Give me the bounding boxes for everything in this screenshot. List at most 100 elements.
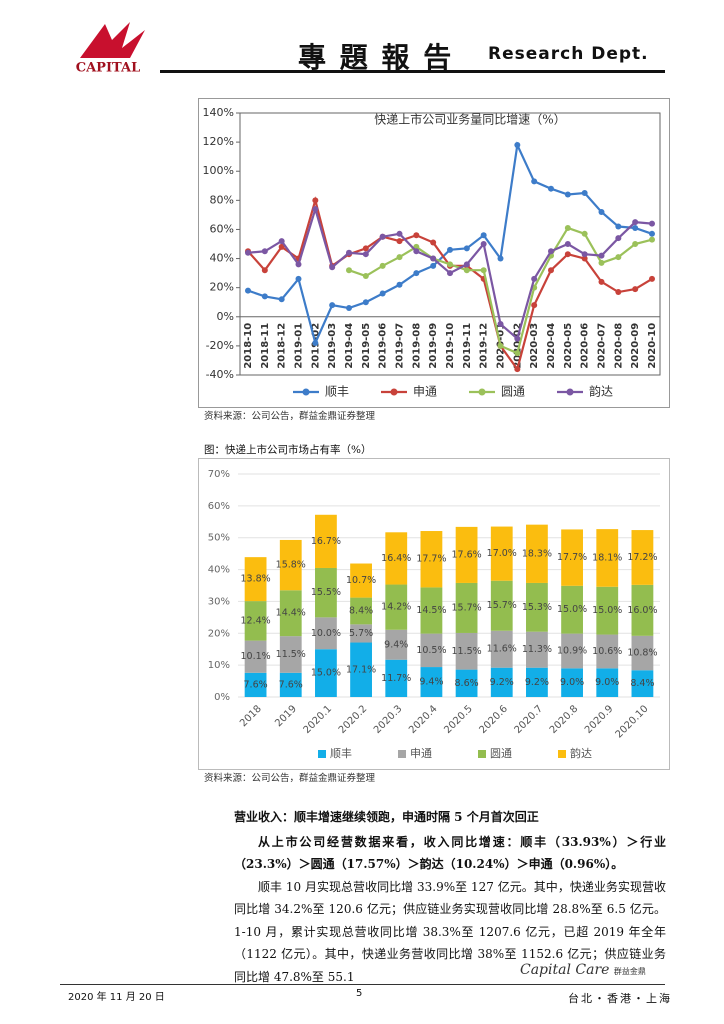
data-label: 15.3% (522, 602, 552, 613)
x-tick-label: 2020.3 (372, 703, 405, 736)
footer-cities: 台北・香港・上海 (568, 992, 672, 1005)
bar-segment (315, 617, 337, 650)
x-tick-label: 2020-05 (563, 323, 574, 369)
x-tick-label: 2020-03 (529, 323, 540, 369)
point (447, 261, 453, 268)
data-label: 9.2% (525, 677, 549, 688)
legend-label: 圆通 (490, 747, 512, 760)
x-tick-label: 2019-03 (327, 323, 338, 369)
point (362, 245, 369, 252)
point (346, 305, 352, 312)
line-chart: -40% -20% 0% 20% 40% 60% 80% 100% 120% 140% 2018-1… (198, 98, 670, 408)
point (447, 246, 453, 253)
point (312, 197, 319, 204)
figure-caption: 图：快递上市公司市场占有率（%） (204, 444, 372, 456)
data-label: 10.0% (311, 628, 341, 639)
legend-swatch (398, 750, 406, 758)
data-label: 11.7% (381, 673, 411, 684)
point (396, 281, 403, 288)
point (632, 241, 639, 247)
header-title: 專 題 報 告 (298, 41, 454, 74)
point (463, 245, 470, 252)
point (632, 219, 639, 226)
legend-label: 申通 (410, 747, 432, 760)
chart-frame (198, 458, 670, 770)
bar-segment (631, 670, 654, 697)
point (531, 178, 538, 185)
point (329, 302, 336, 309)
data-label: 11.3% (522, 644, 552, 655)
source-note: 资料来源：公司公告，群益金鼎证券整理 (204, 773, 376, 784)
point (396, 238, 403, 245)
data-label: 17.0% (487, 548, 517, 559)
point (430, 255, 437, 262)
x-tick-label: 2019-10 (445, 323, 456, 369)
bar-segment (455, 632, 478, 670)
legend-label: 顺丰 (330, 747, 352, 760)
y-tick-label: 80% (210, 193, 234, 206)
point (245, 249, 251, 256)
bar-segment (596, 529, 619, 587)
x-tick-label: 2020.9 (583, 703, 616, 736)
point (564, 191, 571, 198)
point (497, 255, 504, 262)
legend-label: 申通 (413, 385, 437, 399)
data-label: 17.7% (416, 554, 446, 565)
point (514, 142, 521, 149)
point (480, 241, 487, 247)
bar-segment (561, 529, 583, 586)
data-label: 9.4% (384, 639, 408, 650)
data-label: 16.0% (627, 605, 657, 616)
point (632, 286, 639, 293)
point (497, 321, 504, 328)
point (362, 299, 369, 306)
point (615, 235, 622, 242)
paragraph: 顺丰 10 月实现总营收同比增 33.9%至 127 亿元。其中，快递业务实现营… (234, 879, 666, 984)
point (480, 267, 487, 274)
data-label: 15.7% (451, 602, 481, 613)
x-tick-label: 2020.2 (337, 703, 370, 736)
x-tick-label: 2019-09 (428, 323, 439, 369)
bar-segment (315, 649, 337, 697)
bar-segment (244, 601, 267, 641)
legend-marker (302, 388, 310, 396)
legend-marker (566, 388, 574, 396)
bar-segment (526, 667, 548, 697)
data-label: 17.1% (346, 664, 376, 675)
bar-segment (455, 582, 478, 633)
bar-segment (279, 672, 302, 697)
bar-segment (279, 590, 302, 637)
point (261, 293, 268, 300)
x-tick-label: 2018-12 (277, 323, 288, 369)
source-note: 资料来源：公司公告，群益金鼎证券整理 (204, 411, 376, 422)
point (312, 339, 319, 346)
point (295, 275, 302, 282)
point (379, 262, 386, 269)
body-text: 营业收入：顺丰增速继续领跑，申通时隔 5 个月首次回正 从上市公司经营数据来看，… (234, 806, 666, 988)
x-tick-label: 2019-11 (462, 323, 473, 369)
logo: CAPITAL (76, 22, 145, 76)
data-label: 9.0% (560, 677, 584, 688)
bar-segment (350, 563, 372, 598)
data-label: 15.8% (276, 560, 306, 571)
point (413, 232, 420, 239)
section-heading: 营业收入：顺丰增速继续领跑，申通时隔 5 个月首次回正 (234, 810, 539, 824)
point (430, 239, 437, 246)
data-label: 7.6% (244, 679, 268, 690)
point (649, 230, 655, 237)
stacked-bar-chart: 0% 10% 20% 30% 40% 50% 60% 70% 7.6% 10.1% 12.4% 13.… (198, 458, 670, 770)
legend-label: 顺丰 (325, 385, 349, 399)
y-tick-label: 70% (208, 469, 230, 480)
x-tick-label: 2020.4 (407, 703, 440, 736)
bar-segment (490, 630, 513, 668)
data-label: 15.5% (311, 587, 341, 598)
bar-segment (455, 669, 478, 697)
point (649, 275, 655, 282)
y-tick-label: 100% (203, 164, 234, 177)
x-tick-label: 2020.8 (548, 703, 581, 736)
data-label: 10.6% (592, 646, 622, 657)
bar-segment (420, 667, 443, 697)
point (362, 251, 369, 258)
x-tick-label: 2019-06 (378, 323, 389, 369)
